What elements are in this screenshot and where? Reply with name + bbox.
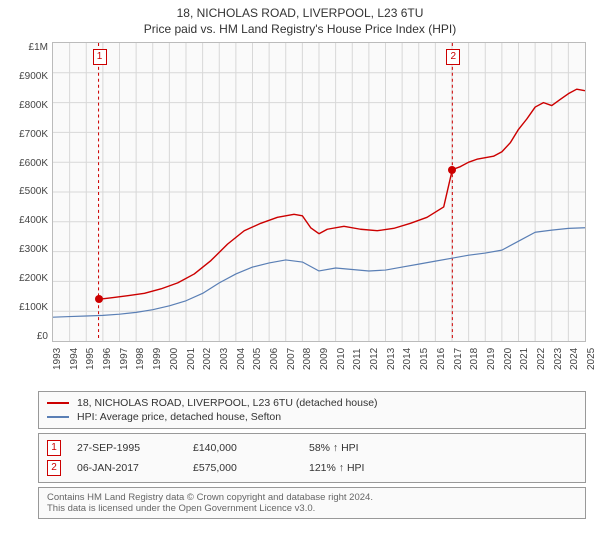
- attribution-line: Contains HM Land Registry data © Crown c…: [47, 492, 577, 503]
- transaction-marker: 1: [47, 440, 61, 456]
- plot-area: 12: [52, 42, 586, 342]
- y-tick-label: £200K: [12, 273, 48, 284]
- y-tick-label: £600K: [12, 158, 48, 169]
- attribution-line: This data is licensed under the Open Gov…: [47, 503, 577, 514]
- y-tick-label: £700K: [12, 129, 48, 140]
- y-tick-label: £100K: [12, 302, 48, 313]
- sale-marker-box: 1: [93, 49, 107, 65]
- legend-label: HPI: Average price, detached house, Seft…: [77, 411, 281, 423]
- y-tick-label: £800K: [12, 100, 48, 111]
- transaction-date: 27-SEP-1995: [77, 442, 177, 454]
- y-axis-labels: £1M £900K £800K £700K £600K £500K £400K £300K £2…: [12, 42, 48, 342]
- transaction-row: 2 06-JAN-2017 £575,000 121% ↑ HPI: [47, 458, 577, 478]
- sale-point-dot: [95, 295, 103, 303]
- sale-point-dot: [448, 166, 456, 174]
- transaction-price: £140,000: [193, 442, 293, 454]
- chart-title: 18, NICHOLAS ROAD, LIVERPOOL, L23 6TU Pr…: [0, 0, 600, 36]
- transaction-hpi-delta: 58% ↑ HPI: [309, 442, 359, 454]
- y-tick-label: £500K: [12, 186, 48, 197]
- x-axis-labels: 1993199419951996199719981999200020012002…: [52, 342, 586, 353]
- legend-item: 18, NICHOLAS ROAD, LIVERPOOL, L23 6TU (d…: [47, 396, 577, 410]
- title-subtitle: Price paid vs. HM Land Registry's House …: [0, 22, 600, 36]
- title-address: 18, NICHOLAS ROAD, LIVERPOOL, L23 6TU: [0, 6, 600, 20]
- transactions-table: 1 27-SEP-1995 £140,000 58% ↑ HPI 2 06-JAN-201…: [38, 433, 586, 483]
- chart-legend: 18, NICHOLAS ROAD, LIVERPOOL, L23 6TU (d…: [38, 391, 586, 429]
- y-tick-label: £400K: [12, 215, 48, 226]
- y-tick-label: £0: [12, 331, 48, 342]
- price-chart: £1M £900K £800K £700K £600K £500K £400K £300K £2…: [14, 42, 586, 342]
- transaction-date: 06-JAN-2017: [77, 462, 177, 474]
- transaction-hpi-delta: 121% ↑ HPI: [309, 462, 364, 474]
- legend-label: 18, NICHOLAS ROAD, LIVERPOOL, L23 6TU (d…: [77, 397, 378, 409]
- y-tick-label: £300K: [12, 244, 48, 255]
- legend-swatch: [47, 402, 69, 404]
- y-tick-label: £1M: [12, 42, 48, 53]
- legend-swatch: [47, 416, 69, 418]
- legend-item: HPI: Average price, detached house, Seft…: [47, 410, 577, 424]
- transaction-row: 1 27-SEP-1995 £140,000 58% ↑ HPI: [47, 438, 577, 458]
- attribution-box: Contains HM Land Registry data © Crown c…: [38, 487, 586, 519]
- transaction-price: £575,000: [193, 462, 293, 474]
- sale-marker-box: 2: [446, 49, 460, 65]
- transaction-marker: 2: [47, 460, 61, 476]
- y-tick-label: £900K: [12, 71, 48, 82]
